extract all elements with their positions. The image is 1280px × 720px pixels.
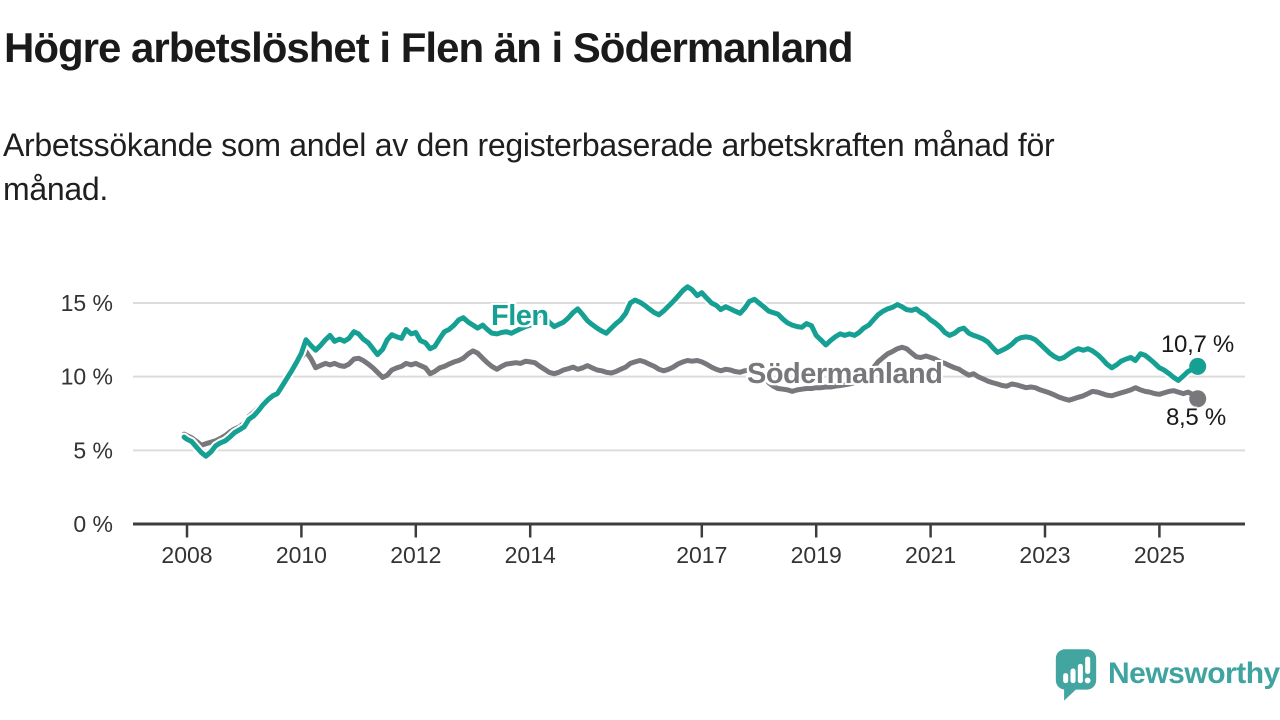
end-dot-sodermanland <box>1189 390 1207 408</box>
newsworthy-logo-text: Newsworthy <box>1108 657 1280 690</box>
newsworthy-logo: Newsworthy <box>1054 646 1280 702</box>
page-subtitle: Arbetssökande som andel av den registerb… <box>3 123 1055 211</box>
y-tick-label: 10 % <box>61 364 113 390</box>
x-tick-label: 2023 <box>1019 542 1070 568</box>
subtitle-line-2: månad. <box>3 171 108 207</box>
y-tick-label: 0 % <box>73 511 113 537</box>
series-label-sodermanland: Södermanland <box>747 358 943 390</box>
end-value-label-sodermanland: 8,5 % <box>1166 404 1226 431</box>
line-sodermanland <box>181 344 1201 448</box>
x-tick-label: 2010 <box>276 542 327 568</box>
end-dot-flen <box>1189 357 1207 375</box>
line-flen <box>181 284 1201 459</box>
y-tick-label: 15 % <box>61 290 113 316</box>
line-flen-casing <box>179 282 1203 461</box>
series-label-flen: Flen <box>491 300 549 332</box>
y-tick-label: 5 % <box>73 437 113 463</box>
x-tick-label: 2014 <box>505 542 556 568</box>
end-value-label-flen: 10,7 % <box>1161 331 1234 358</box>
subtitle-line-1: Arbetssökande som andel av den registerb… <box>3 127 1055 163</box>
x-tick-label: 2021 <box>905 542 956 568</box>
x-tick-label: 2017 <box>676 542 727 568</box>
x-tick-label: 2019 <box>791 542 842 568</box>
newsworthy-chart-bubble-icon <box>1055 649 1097 701</box>
x-tick-label: 2008 <box>161 542 212 568</box>
page-title: Högre arbetslöshet i Flen än i Södermanl… <box>4 24 854 71</box>
x-tick-label: 2012 <box>390 542 441 568</box>
x-tick-label: 2025 <box>1134 542 1185 568</box>
